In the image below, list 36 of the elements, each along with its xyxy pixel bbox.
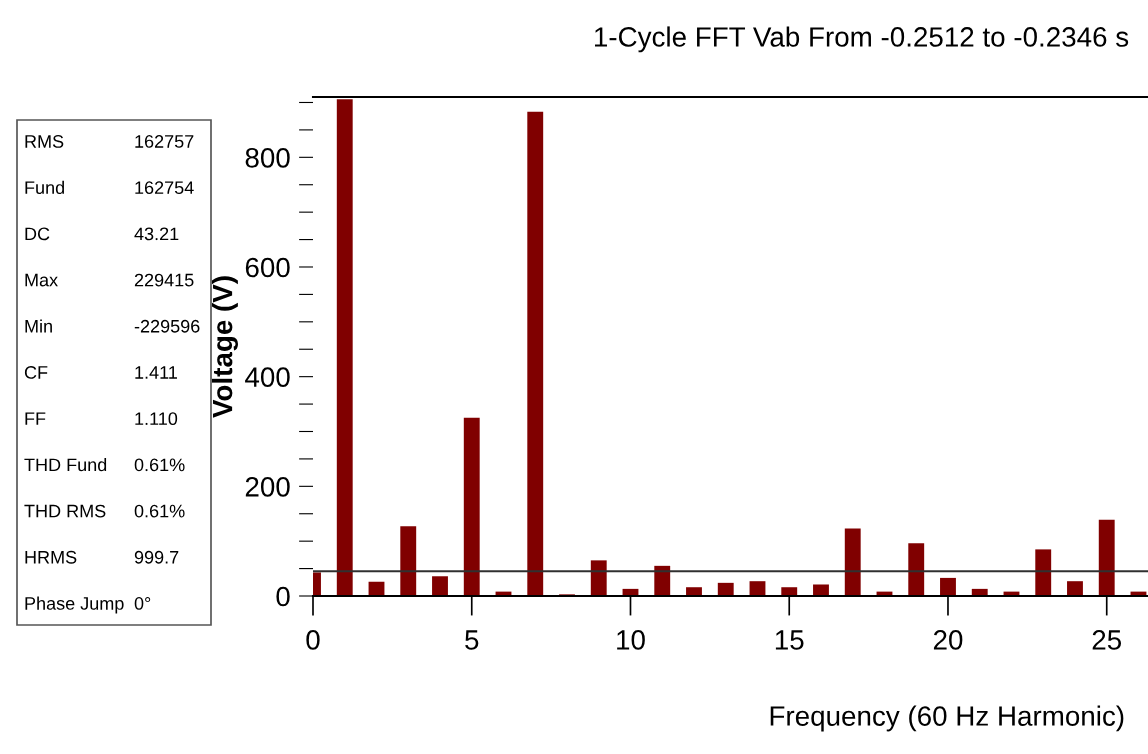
text: DC [25,227,50,241]
x-axis-title: Frequency (60 Hz Harmonic) [770,705,1124,732]
x-tick-label: 10 [617,630,645,650]
text: FF [25,412,46,425]
text: Phase Jump [25,596,124,614]
y-tick-label: 800 [245,147,290,168]
y-tick-label: 200 [245,477,290,497]
text: Min [25,319,52,333]
text: 162757 [135,135,194,148]
x-tick-label: 20 [933,630,963,650]
text: Fund [25,180,64,195]
text: CF [24,366,48,379]
text: THD Fund [24,457,107,472]
text: -229596 [134,319,200,333]
text: Max [25,273,58,287]
text: RMS [25,135,64,148]
x-tick-label: 15 [775,630,804,650]
text: 0.61% [134,458,185,472]
y-axis-title: Voltage (V) [211,276,238,418]
x-tick-label: 25 [1092,630,1122,650]
text: HRMS [25,550,77,564]
y-tick-label: 0 [276,586,290,607]
text: 999.7 [134,550,179,564]
text: THD RMS [24,504,106,518]
y-tick-label: 400 [245,367,290,387]
chart-title: 1-Cycle FFT Vab From -0.2512 to -0.2346 s [595,26,1129,53]
text: 43.21 [134,227,179,241]
x-tick-label: 0 [306,630,320,650]
text: 162754 [135,181,194,195]
text: 0° [134,597,151,610]
text: 0.61% [134,504,185,518]
text: 229415 [134,273,194,287]
x-tick-label: 5 [465,630,479,650]
y-tick-label: 600 [245,257,290,278]
text: 1.110 [135,412,178,426]
text: 1.411 [135,366,177,379]
